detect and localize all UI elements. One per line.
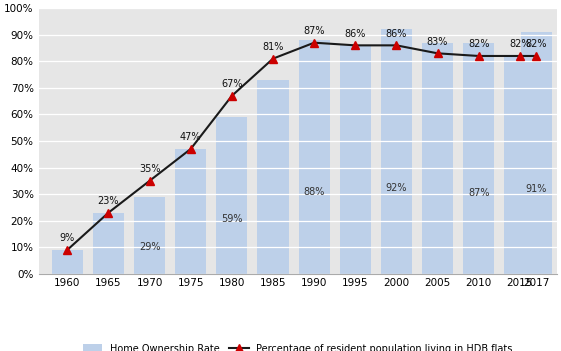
Bar <box>381 29 412 274</box>
Text: 87%: 87% <box>468 188 489 198</box>
Text: 92%: 92% <box>385 183 407 193</box>
Text: 81%: 81% <box>263 42 284 52</box>
Bar <box>93 213 124 274</box>
Bar <box>463 43 494 274</box>
Text: 86%: 86% <box>386 29 407 39</box>
Bar <box>216 117 247 274</box>
Text: 29%: 29% <box>139 242 160 252</box>
Bar <box>298 40 330 274</box>
Text: 87%: 87% <box>304 26 325 36</box>
Text: 86%: 86% <box>344 29 366 39</box>
Bar <box>339 45 371 274</box>
Text: 59%: 59% <box>221 214 242 224</box>
Text: 35%: 35% <box>139 164 160 174</box>
Text: 67%: 67% <box>221 79 242 89</box>
Bar <box>422 43 453 274</box>
Bar <box>134 197 165 274</box>
Text: 91%: 91% <box>526 184 547 194</box>
Bar <box>521 32 552 274</box>
Text: 82%: 82% <box>526 39 547 49</box>
Bar <box>257 80 288 274</box>
Text: 83%: 83% <box>427 37 448 47</box>
Text: 82%: 82% <box>468 39 489 49</box>
Bar <box>504 56 535 274</box>
Text: 9%: 9% <box>59 233 75 243</box>
Text: 88%: 88% <box>304 187 325 197</box>
Text: 23%: 23% <box>98 196 119 206</box>
Text: 47%: 47% <box>180 132 201 142</box>
Bar <box>175 149 206 274</box>
Text: 82%: 82% <box>509 39 531 49</box>
Legend: Home Ownership Rate, Percentage of resident population living in HDB flats: Home Ownership Rate, Percentage of resid… <box>82 344 513 351</box>
Bar <box>52 250 83 274</box>
